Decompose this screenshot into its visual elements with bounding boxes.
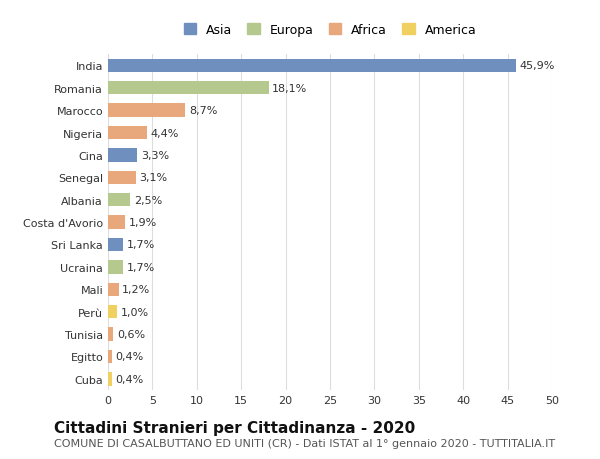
- Text: 0,6%: 0,6%: [117, 329, 145, 339]
- Bar: [108, 305, 117, 319]
- Legend: Asia, Europa, Africa, America: Asia, Europa, Africa, America: [178, 18, 482, 43]
- Bar: [108, 261, 123, 274]
- Text: 45,9%: 45,9%: [519, 61, 554, 71]
- Text: 3,1%: 3,1%: [139, 173, 167, 183]
- Text: 18,1%: 18,1%: [272, 84, 308, 94]
- Bar: [108, 328, 113, 341]
- Bar: [108, 350, 112, 364]
- Bar: [108, 216, 125, 230]
- Text: 1,7%: 1,7%: [127, 262, 155, 272]
- Text: 2,5%: 2,5%: [134, 195, 162, 205]
- Text: 1,9%: 1,9%: [128, 218, 157, 228]
- Bar: [108, 372, 112, 386]
- Bar: [108, 104, 185, 118]
- Text: 4,4%: 4,4%: [151, 128, 179, 138]
- Text: Cittadini Stranieri per Cittadinanza - 2020: Cittadini Stranieri per Cittadinanza - 2…: [54, 420, 415, 435]
- Bar: [108, 238, 123, 252]
- Bar: [108, 60, 515, 73]
- Text: 1,0%: 1,0%: [121, 307, 149, 317]
- Text: 3,3%: 3,3%: [141, 151, 169, 161]
- Text: 1,2%: 1,2%: [122, 285, 151, 295]
- Text: 8,7%: 8,7%: [189, 106, 217, 116]
- Text: 0,4%: 0,4%: [115, 352, 143, 362]
- Bar: [108, 194, 130, 207]
- Bar: [108, 171, 136, 185]
- Text: 1,7%: 1,7%: [127, 240, 155, 250]
- Bar: [108, 127, 147, 140]
- Text: 0,4%: 0,4%: [115, 374, 143, 384]
- Bar: [108, 283, 119, 297]
- Bar: [108, 82, 269, 95]
- Bar: [108, 149, 137, 162]
- Text: COMUNE DI CASALBUTTANO ED UNITI (CR) - Dati ISTAT al 1° gennaio 2020 - TUTTITALI: COMUNE DI CASALBUTTANO ED UNITI (CR) - D…: [54, 438, 555, 448]
